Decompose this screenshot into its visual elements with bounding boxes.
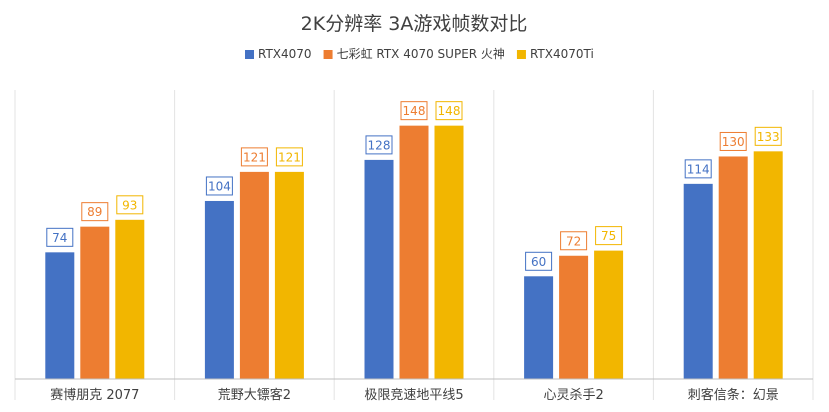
data-label-3-0: 60 [531, 255, 546, 269]
data-label-box-1-2 [275, 147, 303, 167]
bar-3-0 [524, 276, 554, 379]
legend-swatch-0 [245, 50, 254, 59]
data-label-0-0: 74 [52, 231, 67, 245]
data-label-0-1: 89 [87, 205, 102, 219]
data-label-4-0: 114 [687, 162, 710, 176]
data-label-box-2-2 [435, 101, 463, 121]
data-label-box-2-1 [400, 101, 428, 121]
bar-3-1 [559, 255, 589, 379]
bars [45, 125, 783, 380]
data-labels: 74 89 93 104 121 121 128 148 148 60 72 75 114 130 133 [46, 101, 782, 271]
bar-4-0 [683, 183, 713, 379]
legend-label-2: RTX4070Ti [530, 47, 594, 61]
data-label-4-1: 130 [722, 135, 745, 149]
bar-0-0 [45, 252, 75, 379]
bar-0-1 [80, 226, 110, 379]
data-label-box-0-2 [116, 195, 144, 215]
data-label-2-0: 128 [368, 138, 391, 152]
bar-0-2 [115, 219, 145, 379]
data-label-box-4-1 [719, 131, 747, 151]
bar-2-2 [434, 125, 464, 380]
data-label-2-2: 148 [438, 104, 461, 118]
bar-2-0 [364, 159, 394, 379]
legend: RTX4070 七彩虹 RTX 4070 SUPER 火神 RTX4070Ti [245, 47, 594, 61]
data-label-box-4-2 [754, 126, 782, 146]
data-label-box-1-0 [205, 176, 233, 196]
x-tick-labels: 赛博朋克 2077 荒野大镖客2 极限竞速地平线5 心灵杀手2 刺客信条：幻景 [50, 387, 779, 403]
data-label-2-1: 148 [403, 104, 426, 118]
data-label-box-3-2 [595, 226, 623, 246]
bar-4-2 [753, 151, 783, 379]
data-label-box-0-0 [46, 227, 74, 247]
data-label-3-1: 72 [566, 234, 581, 248]
legend-swatch-1 [323, 50, 333, 59]
category-dividers [14, 90, 814, 400]
data-label-box-3-1 [560, 231, 588, 251]
data-label-box-0-1 [81, 202, 109, 222]
data-label-box-1-1 [240, 147, 268, 167]
data-label-1-1: 121 [243, 150, 266, 164]
bar-1-2 [274, 171, 304, 379]
x-tick-label-3: 心灵杀手2 [543, 388, 603, 403]
legend-label-0: RTX4070 [258, 47, 312, 61]
data-label-box-3-0 [525, 251, 553, 271]
x-tick-label-2: 极限竞速地平线5 [364, 387, 463, 403]
bar-4-1 [718, 156, 748, 379]
data-label-box-2-0 [365, 135, 393, 155]
data-label-3-2: 75 [601, 229, 616, 243]
bar-1-1 [239, 171, 269, 379]
chart-title: 2K分辨率 3A游戏帧数对比 [301, 13, 528, 35]
x-tick-label-0: 赛博朋克 2077 [50, 387, 139, 403]
legend-swatch-2 [516, 50, 526, 59]
data-label-box-4-0 [684, 159, 712, 179]
data-label-1-0: 104 [208, 179, 231, 193]
bar-3-2 [594, 250, 624, 379]
bar-2-1 [399, 125, 429, 380]
bar-1-0 [204, 200, 234, 379]
x-tick-label-1: 荒野大镖客2 [218, 387, 291, 403]
data-label-4-2: 133 [757, 130, 780, 144]
data-label-1-2: 121 [278, 150, 301, 164]
legend-label-1: 七彩虹 RTX 4070 SUPER 火神 [337, 47, 505, 61]
data-label-0-2: 93 [122, 198, 137, 212]
x-tick-label-4: 刺客信条：幻景 [688, 387, 779, 403]
